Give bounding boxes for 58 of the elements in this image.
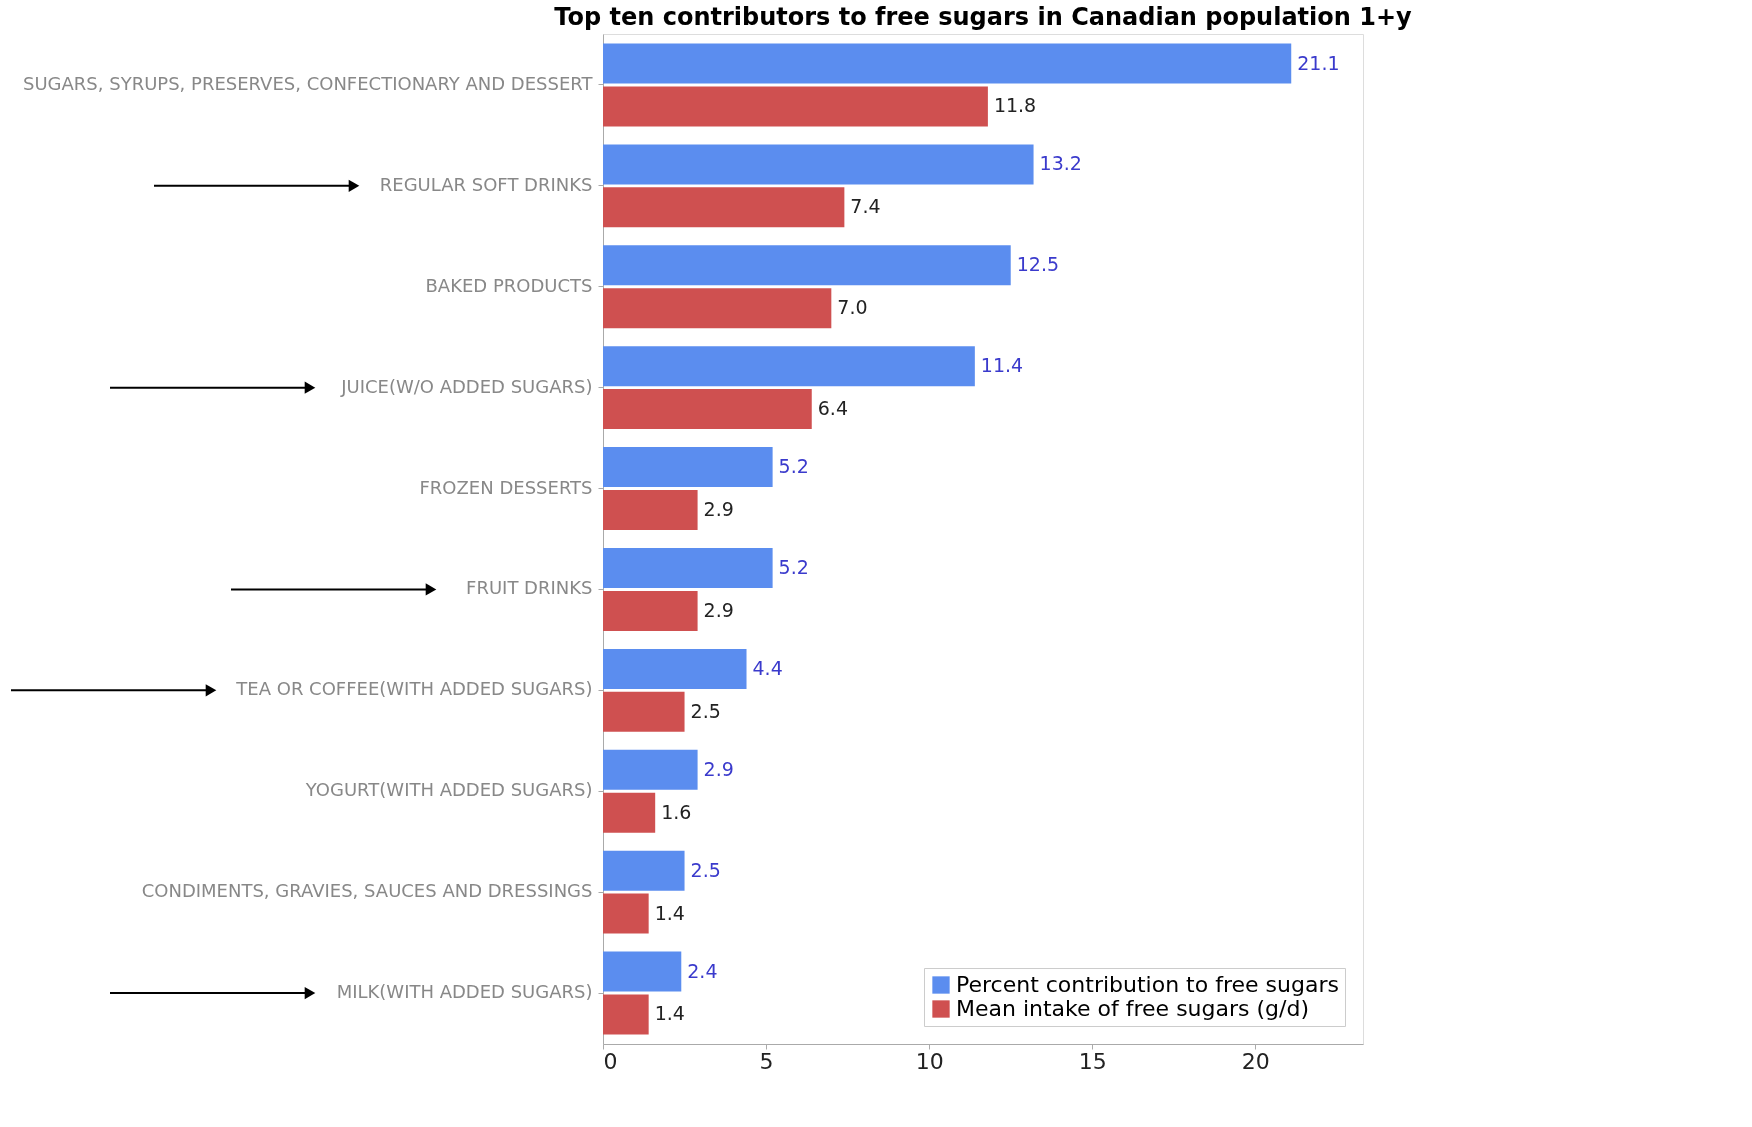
y-tick-label: FRUIT DRINKS — [466, 577, 593, 599]
bar — [603, 288, 832, 329]
data-label: 11.4 — [980, 354, 1024, 377]
bar — [603, 548, 773, 589]
x-tick-label: 20 — [1241, 1048, 1270, 1074]
y-tick-label: REGULAR SOFT DRINKS — [379, 173, 593, 195]
bar — [603, 792, 656, 833]
legend-label: Mean intake of free sugars (g/d) — [956, 996, 1310, 1021]
y-tick-label: MILK(WITH ADDED SUGARS) — [336, 981, 593, 1003]
bar — [603, 245, 1011, 286]
data-label: 11.8 — [993, 94, 1037, 117]
bar — [603, 749, 698, 790]
data-label: 5.2 — [778, 455, 809, 478]
legend-label: Percent contribution to free sugars — [956, 972, 1339, 997]
data-label: 2.9 — [703, 598, 734, 621]
bar — [603, 346, 975, 387]
data-label: 7.0 — [837, 296, 868, 319]
x-tick-label: 5 — [759, 1048, 774, 1074]
bar — [603, 951, 682, 992]
bar — [603, 691, 685, 732]
bar — [603, 489, 698, 530]
bar — [603, 43, 1292, 84]
x-tick-label: 0 — [603, 1048, 618, 1074]
data-label: 4.4 — [752, 656, 783, 679]
bar — [603, 893, 649, 934]
data-label: 12.5 — [1016, 253, 1060, 276]
data-label: 13.2 — [1039, 152, 1082, 175]
bar — [603, 994, 649, 1035]
bar — [603, 590, 698, 631]
data-label: 2.5 — [690, 858, 721, 881]
x-tick-label: 15 — [1078, 1048, 1107, 1074]
y-tick-label: JUICE(W/O ADDED SUGARS) — [340, 375, 593, 397]
bar — [603, 144, 1034, 185]
y-tick-label: YOGURT(WITH ADDED SUGARS) — [304, 779, 593, 801]
bar — [603, 850, 685, 891]
y-tick-label: CONDIMENTS, GRAVIES, SAUCES AND DRESSINGS — [141, 880, 593, 902]
data-label: 1.6 — [661, 800, 692, 823]
data-label: 5.2 — [778, 556, 809, 579]
data-label: 6.4 — [817, 397, 848, 420]
x-tick-label: 10 — [915, 1048, 944, 1074]
data-label: 1.4 — [654, 1002, 685, 1025]
bar — [603, 86, 988, 127]
bar — [603, 187, 845, 228]
data-label: 2.9 — [703, 757, 734, 780]
bar — [603, 389, 812, 430]
data-label: 2.9 — [703, 497, 734, 520]
y-tick-label: BAKED PRODUCTS — [425, 274, 593, 296]
data-label: 21.1 — [1297, 51, 1340, 74]
bar — [603, 447, 773, 488]
data-label: 7.4 — [850, 195, 881, 218]
data-label: 2.5 — [690, 699, 721, 722]
y-tick-label: SUGARS, SYRUPS, PRESERVES, CONFECTIONARY AND DESSERT — [22, 72, 594, 94]
data-label: 2.4 — [687, 959, 718, 982]
data-label: 1.4 — [654, 901, 685, 924]
chart-title: Top ten contributors to free sugars in Canadian population 1+y — [554, 3, 1413, 31]
y-tick-label: FROZEN DESSERTS — [419, 476, 593, 498]
y-tick-label: TEA OR COFFEE(WITH ADDED SUGARS) — [235, 678, 593, 700]
bar — [603, 648, 747, 689]
